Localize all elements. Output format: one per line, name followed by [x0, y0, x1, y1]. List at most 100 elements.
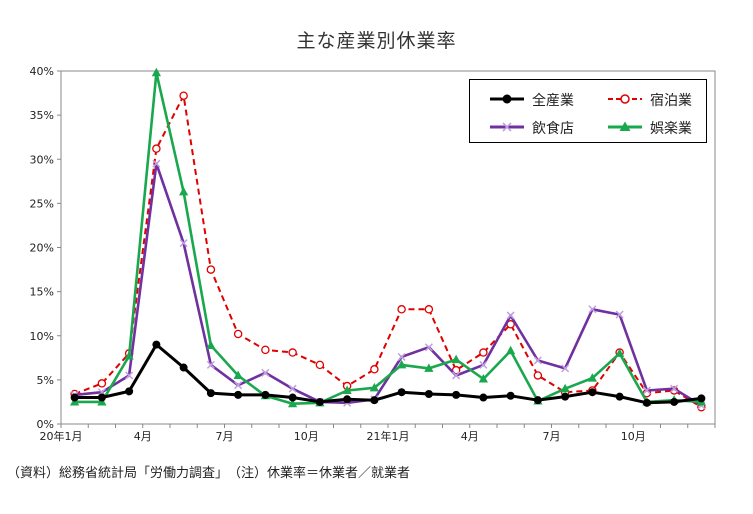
data-point: [670, 397, 679, 406]
data-point: [125, 371, 134, 380]
data-point: [261, 368, 270, 377]
data-point: [261, 345, 270, 355]
series-line: [74, 343, 702, 405]
data-point: [397, 388, 406, 397]
data-point: [206, 360, 215, 369]
x-tick-label: 7月: [543, 430, 561, 443]
data-point: [397, 352, 406, 361]
data-point: [152, 159, 161, 168]
series-line: [74, 94, 702, 409]
data-point: [152, 144, 161, 153]
y-axis-ticks: 0% 5% 10% 15% 20% 25% 30% 35% 40%: [30, 65, 61, 431]
series-0: [70, 340, 706, 407]
data-point: [261, 390, 270, 399]
series-group: [70, 67, 706, 412]
data-point: [506, 391, 515, 400]
y-tick-label: 15%: [30, 286, 54, 299]
data-point: [315, 397, 324, 406]
legend-marker-all-industry: [490, 94, 524, 104]
data-point: [670, 384, 679, 393]
data-point: [452, 371, 461, 380]
data-point: [588, 388, 597, 397]
data-point: [615, 310, 624, 319]
x-tick-label: 4月: [134, 430, 152, 443]
y-tick-label: 0%: [37, 418, 54, 431]
data-point: [697, 394, 706, 403]
data-point: [206, 265, 216, 274]
data-point: [452, 390, 461, 399]
data-point: [506, 345, 516, 355]
x-tick-label: 10月: [294, 430, 319, 443]
data-point: [424, 389, 433, 398]
data-point: [151, 67, 161, 77]
data-point: [561, 392, 570, 401]
data-point: [424, 363, 434, 372]
data-point: [561, 364, 570, 373]
data-point: [179, 363, 188, 372]
data-point: [615, 348, 625, 357]
y-tick-label: 25%: [30, 197, 54, 210]
data-point: [479, 393, 488, 402]
data-point: [343, 395, 352, 404]
data-point: [124, 351, 134, 360]
x-axis-ticks: 20年1月 4月 7月 10月 21年1月 4月 7月 10月: [40, 424, 716, 443]
data-point: [125, 387, 134, 396]
y-tick-label: 5%: [37, 374, 54, 387]
data-point: [642, 398, 651, 407]
data-point: [233, 329, 243, 339]
legend: 全産業 宿泊業 飲食店 娯楽業: [469, 79, 707, 143]
data-point: [97, 393, 106, 402]
data-point: [288, 398, 298, 408]
x-tick-label: 10月: [621, 430, 646, 443]
data-point: [288, 393, 297, 402]
data-point: [615, 392, 624, 401]
data-point: [533, 356, 542, 365]
data-point: [506, 311, 515, 320]
y-tick-label: 40%: [30, 65, 54, 78]
data-point: [451, 354, 461, 364]
series-line: [74, 71, 702, 406]
data-point: [369, 382, 379, 392]
x-tick-label: 20年1月: [40, 429, 83, 443]
data-point: [152, 340, 161, 349]
data-point: [234, 390, 243, 399]
legend-label: 娯楽業: [650, 121, 692, 137]
data-point: [179, 186, 189, 196]
data-point: [479, 360, 488, 369]
data-point: [588, 305, 597, 314]
x-tick-label: 4月: [461, 430, 479, 443]
data-point: [424, 343, 433, 352]
data-point: [179, 239, 188, 248]
data-point: [288, 384, 297, 393]
data-point: [642, 386, 651, 395]
legend-marker-lodging: [608, 94, 642, 104]
data-point: [560, 383, 570, 393]
y-tick-label: 20%: [30, 242, 54, 255]
data-point: [234, 381, 243, 390]
data-point: [479, 348, 488, 357]
chart-title: 主な産業別休業率: [296, 30, 457, 52]
data-point: [533, 396, 542, 405]
data-point: [587, 373, 597, 382]
legend-marker-entertainment: [608, 121, 642, 131]
source-footnote: （資料）総務省統計局「労働力調査」 （注）休業率＝休業者／就業者: [7, 466, 411, 481]
data-point: [397, 305, 406, 314]
data-point: [206, 340, 216, 349]
data-point: [533, 371, 543, 380]
series-2: [70, 159, 706, 410]
legend-marker-restaurants: [490, 122, 524, 132]
data-point: [370, 365, 379, 374]
legend-label: 全産業: [532, 93, 574, 109]
y-tick-label: 30%: [30, 153, 54, 166]
y-tick-label: 35%: [30, 109, 54, 122]
data-point: [397, 359, 407, 369]
data-point: [424, 305, 434, 314]
legend-label: 飲食店: [532, 121, 574, 137]
data-point: [315, 360, 325, 370]
data-point: [233, 370, 243, 379]
data-point: [288, 348, 297, 357]
data-point: [370, 396, 379, 405]
data-point: [342, 385, 352, 394]
y-tick-label: 10%: [30, 330, 54, 343]
